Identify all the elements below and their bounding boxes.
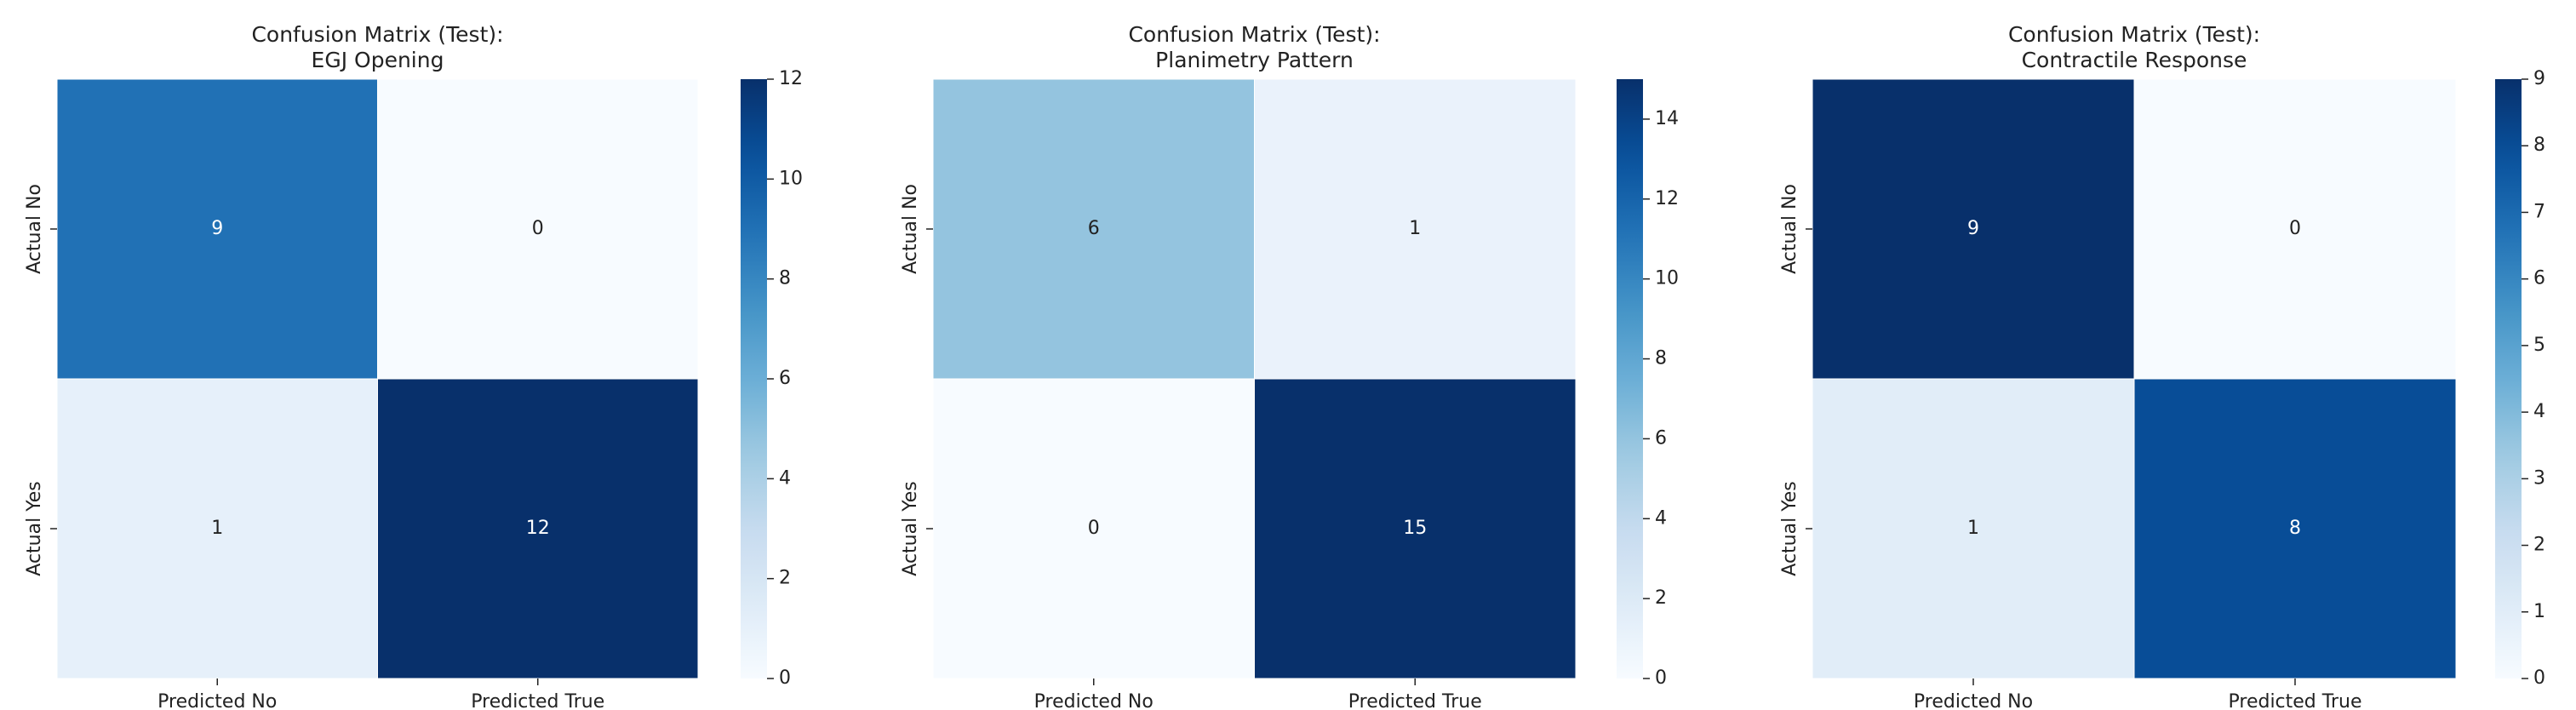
y-tick-label: Actual Yes: [24, 481, 45, 575]
colorbar-tick-label: 10: [779, 168, 803, 189]
heatmap-cell: [1254, 78, 1577, 380]
colorbar-tick-label: 6: [779, 368, 791, 389]
colorbar-tick-label: 0: [2533, 667, 2545, 689]
cell-label: 1: [1967, 518, 1979, 539]
chart-title: Confusion Matrix (Test):: [251, 22, 503, 47]
colorbar-tick-label: 4: [1655, 507, 1667, 529]
colorbar-tick-label: 8: [1655, 348, 1667, 369]
cell-label: 8: [2289, 518, 2301, 539]
colorbar-tick-label: 8: [779, 268, 791, 289]
cell-label: 0: [2289, 218, 2301, 239]
chart-subtitle: Planimetry Pattern: [1155, 48, 1354, 72]
colorbar: [1617, 79, 1643, 679]
x-tick-label: Predicted No: [157, 691, 277, 710]
heatmap-cell: [56, 78, 378, 380]
x-tick-label: Predicted True: [2229, 691, 2362, 710]
colorbar-tick-label: 10: [1655, 268, 1679, 289]
heatmap-cell: [377, 78, 699, 380]
cell-label: 1: [211, 518, 223, 539]
chart-title: Confusion Matrix (Test):: [1128, 22, 1380, 47]
cell-label: 6: [1088, 218, 1100, 239]
x-tick-label: Predicted No: [1914, 691, 2033, 710]
colorbar: [2495, 79, 2522, 679]
x-tick-label: Predicted No: [1034, 691, 1153, 710]
cell-label: 1: [1409, 218, 1421, 239]
colorbar-tick-label: 14: [1655, 108, 1679, 129]
colorbar-tick-label: 4: [779, 467, 791, 489]
heatmap-cell: [1812, 378, 2135, 679]
colorbar-tick-label: 12: [779, 68, 803, 89]
colorbar-tick-label: 1: [2533, 601, 2545, 622]
colorbar-tick-label: 7: [2533, 201, 2545, 222]
heatmap-cell: [1254, 378, 1577, 679]
colorbar-tick-label: 12: [1655, 188, 1679, 209]
colorbar-tick-label: 2: [1655, 587, 1667, 609]
colorbar-tick-label: 2: [779, 568, 791, 589]
heatmap-cell: [932, 78, 1255, 380]
cell-label: 9: [1967, 218, 1979, 239]
cell-label: 12: [526, 518, 550, 539]
heatmap-cell: [2133, 378, 2457, 679]
cell-label: 15: [1403, 518, 1427, 539]
heatmap-cell: [2133, 78, 2457, 380]
colorbar-tick-label: 0: [1655, 667, 1667, 689]
heatmap-cell: [932, 378, 1255, 679]
colorbar-tick-label: 6: [1655, 427, 1667, 449]
y-tick-label: Actual No: [1779, 184, 1800, 274]
colorbar-tick-label: 3: [2533, 467, 2545, 489]
chart-subtitle: EGJ Opening: [312, 48, 444, 72]
colorbar: [741, 79, 767, 679]
x-tick-label: Predicted True: [1348, 691, 1482, 710]
colorbar-tick-label: 8: [2533, 135, 2545, 156]
cell-label: 0: [532, 218, 544, 239]
colorbar-tick-label: 5: [2533, 335, 2545, 356]
colorbar-tick-label: 4: [2533, 401, 2545, 422]
heatmap-cell: [56, 378, 378, 679]
y-tick-label: Actual Yes: [1779, 481, 1800, 575]
y-tick-label: Actual No: [24, 184, 45, 274]
heatmap-cell: [377, 378, 699, 679]
colorbar-tick-label: 0: [779, 667, 791, 689]
cell-label: 0: [1088, 518, 1100, 539]
colorbar-tick-label: 9: [2533, 68, 2545, 89]
colorbar-tick-label: 2: [2533, 535, 2545, 556]
chart-subtitle: Contractile Response: [2022, 48, 2247, 72]
chart-title: Confusion Matrix (Test):: [2008, 22, 2260, 47]
colorbar-tick-label: 6: [2533, 268, 2545, 289]
y-tick-label: Actual Yes: [900, 481, 921, 575]
y-tick-label: Actual No: [900, 184, 921, 274]
cell-label: 9: [211, 218, 223, 239]
x-tick-label: Predicted True: [471, 691, 604, 710]
heatmap-cell: [1812, 78, 2135, 380]
